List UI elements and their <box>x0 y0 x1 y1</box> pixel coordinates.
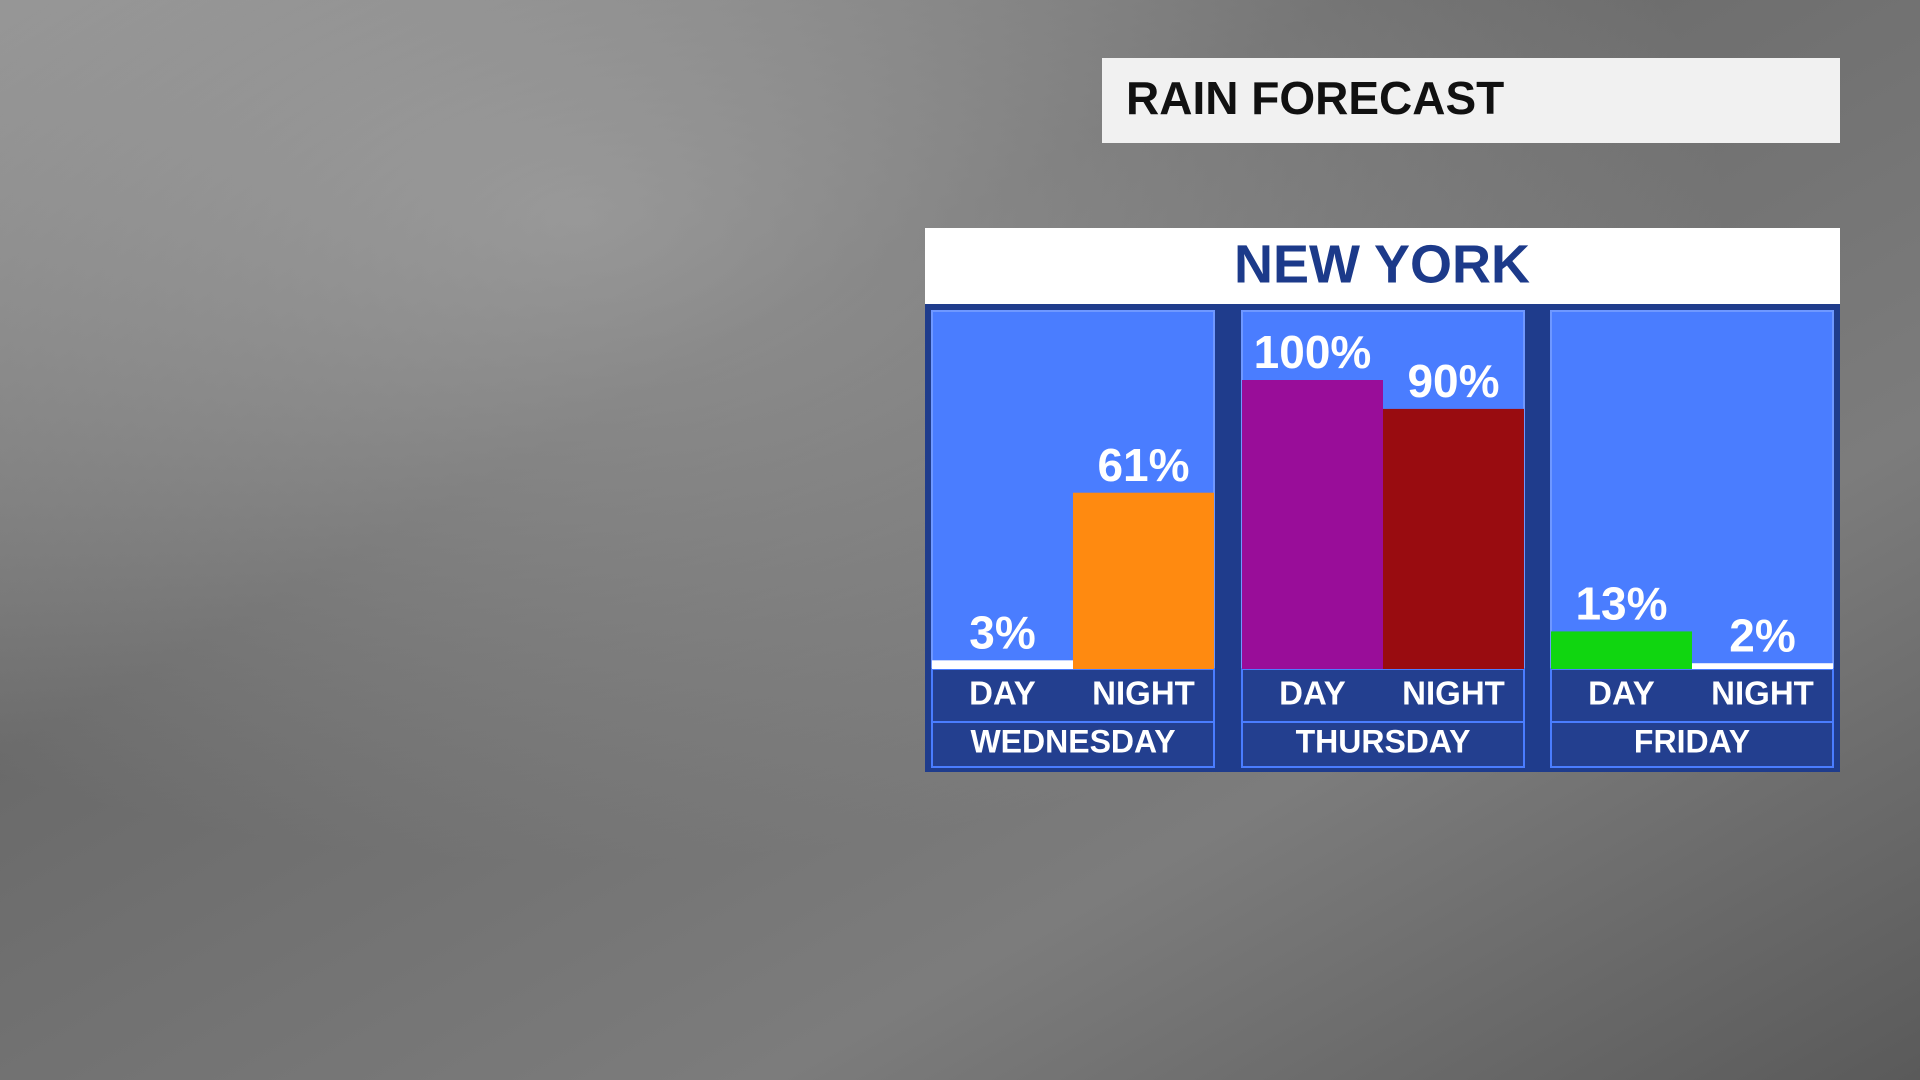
panel <box>1550 310 1834 670</box>
period-label: NIGHT <box>1092 675 1195 712</box>
value-label: 13% <box>1575 578 1667 630</box>
bar <box>1073 492 1214 669</box>
period-label: DAY <box>969 675 1036 712</box>
day-row <box>1241 721 1525 768</box>
chart-title: RAIN FORECAST <box>1126 72 1504 124</box>
bar <box>1551 631 1692 669</box>
value-label: 90% <box>1407 355 1499 407</box>
bar <box>932 660 1073 669</box>
day-row <box>931 721 1215 768</box>
title-box <box>1102 58 1840 143</box>
day-row <box>1550 721 1834 768</box>
period-row <box>1550 668 1834 723</box>
subtitle-box <box>925 228 1840 304</box>
chart-subtitle: NEW YORK <box>1234 234 1530 294</box>
period-label: NIGHT <box>1402 675 1505 712</box>
period-label: DAY <box>1279 675 1346 712</box>
value-label: 100% <box>1254 326 1372 378</box>
bar <box>1383 408 1524 669</box>
bar <box>1692 663 1833 669</box>
value-label: 61% <box>1097 439 1189 491</box>
day-label: THURSDAY <box>1296 723 1471 759</box>
bar <box>1242 380 1383 669</box>
value-label: 2% <box>1729 609 1795 661</box>
period-row <box>931 668 1215 723</box>
value-label: 3% <box>969 606 1035 658</box>
day-label: FRIDAY <box>1634 723 1750 759</box>
day-label: WEDNESDAY <box>970 723 1175 759</box>
period-label: DAY <box>1588 675 1655 712</box>
period-label: NIGHT <box>1711 675 1814 712</box>
plot: WEDNESDAY 3% DAY 61% NIGHT THURSDAY 100% DAY 90%… <box>931 310 1834 768</box>
